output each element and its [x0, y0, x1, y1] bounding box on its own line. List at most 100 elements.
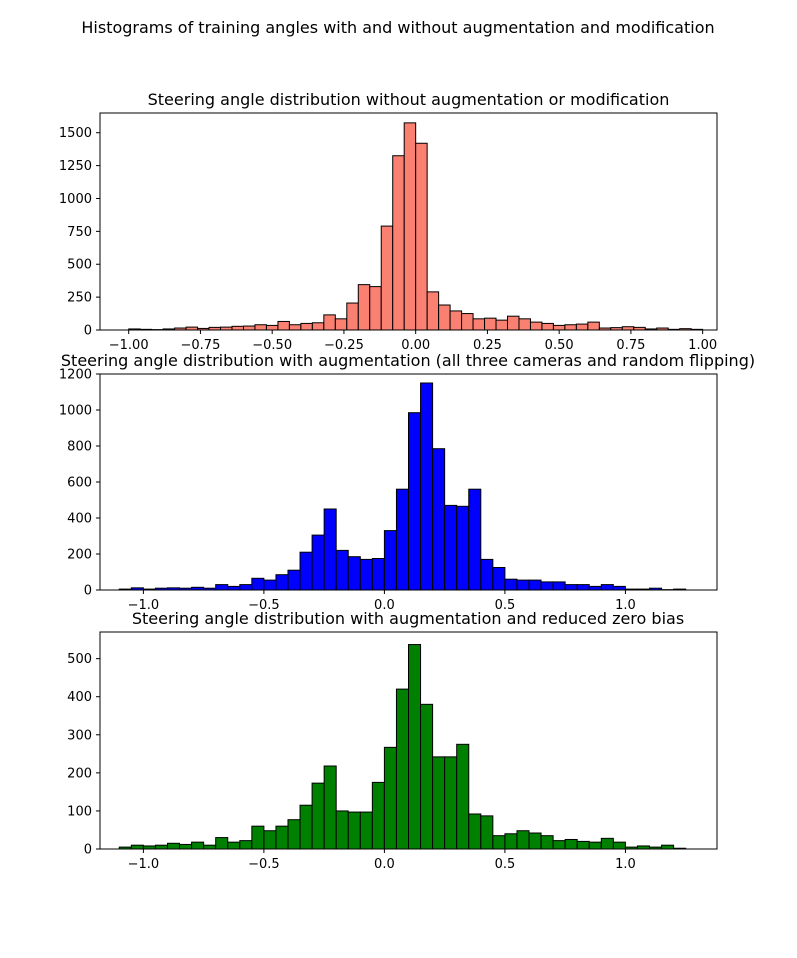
y-tick-label: 300	[67, 728, 92, 743]
histogram-bar	[335, 319, 346, 330]
histogram-bar	[240, 841, 252, 849]
histogram-bar	[240, 585, 252, 590]
histogram-bar	[565, 585, 577, 590]
histogram-bar	[360, 559, 372, 590]
histogram-bar	[404, 123, 415, 330]
y-tick-label: 1000	[59, 404, 92, 419]
histogram-bar	[496, 320, 507, 330]
histogram-bar	[662, 845, 674, 849]
histogram-bar	[519, 319, 530, 330]
histogram-bar	[529, 580, 541, 590]
histogram-bar	[396, 689, 408, 849]
histogram-bar	[505, 579, 517, 590]
histogram-bar	[542, 323, 553, 330]
histogram-bar	[216, 585, 228, 590]
histogram-bar	[301, 323, 312, 330]
histogram-bar	[409, 413, 421, 590]
histogram-bar	[336, 811, 348, 849]
histogram-bar	[347, 303, 358, 330]
histogram-bar	[541, 582, 553, 590]
panel-title: Steering angle distribution with augment…	[61, 351, 755, 370]
histogram-bar	[243, 326, 254, 330]
histogram-bar	[131, 845, 143, 849]
histogram-bar	[300, 805, 312, 849]
histogram-bar	[360, 812, 372, 849]
histogram-bar	[529, 833, 541, 849]
y-tick-label: 200	[67, 766, 92, 781]
y-tick-label: 100	[67, 804, 92, 819]
histogram-bar	[457, 744, 469, 849]
histogram-bar	[508, 316, 519, 330]
histogram-bar	[288, 570, 300, 590]
histogram-bar	[288, 820, 300, 849]
y-tick-label: 1250	[59, 159, 92, 174]
histogram-bar	[565, 839, 577, 849]
x-tick-label: 0.5	[495, 857, 516, 872]
histogram-bar	[485, 318, 496, 330]
y-tick-label: 1500	[59, 126, 92, 141]
x-tick-label: −0.5	[248, 857, 280, 872]
histogram-bar	[255, 325, 266, 330]
y-tick-label: 750	[67, 225, 92, 240]
histogram-bar	[180, 844, 192, 849]
histogram-bar	[577, 841, 589, 849]
panel-title: Steering angle distribution without augm…	[148, 90, 670, 109]
histogram-bar	[266, 325, 277, 330]
histogram-bar	[493, 836, 505, 849]
histogram-bar	[384, 747, 396, 849]
histogram-bar	[481, 816, 493, 849]
y-tick-label: 0	[84, 324, 92, 339]
histogram-bar	[216, 838, 228, 849]
histogram-bar	[384, 531, 396, 590]
histogram-bar	[450, 311, 461, 330]
histogram-bar	[324, 509, 336, 590]
histogram-bar	[276, 575, 288, 590]
x-tick-label: 1.0	[615, 857, 636, 872]
y-tick-label: 500	[67, 258, 92, 273]
histogram-bar	[473, 319, 484, 330]
histogram-bar	[469, 489, 481, 590]
histogram-bar	[312, 783, 324, 849]
histogram-bar	[577, 585, 589, 590]
histogram-bar	[276, 826, 288, 849]
y-tick-label: 0	[84, 843, 92, 858]
histogram-bar	[421, 383, 433, 590]
y-tick-label: 250	[67, 291, 92, 306]
histogram-bar	[396, 489, 408, 590]
histogram-bar	[348, 557, 360, 590]
histogram-bar	[613, 842, 625, 849]
histogram-bar	[155, 845, 167, 849]
histogram-bar	[469, 814, 481, 849]
y-tick-label: 600	[67, 476, 92, 491]
histogram-bar	[481, 559, 493, 590]
histogram-bar	[416, 143, 427, 330]
histogram-bar	[252, 826, 264, 849]
histogram-bar	[348, 812, 360, 849]
histogram-bar	[393, 156, 404, 330]
histogram-bar	[589, 842, 601, 849]
histogram-bar	[372, 782, 384, 849]
histogram-bar	[312, 535, 324, 590]
histogram-bar	[264, 580, 276, 590]
histogram-bar	[300, 552, 312, 590]
histogram-bar	[289, 325, 300, 330]
histogram-bar	[204, 845, 216, 849]
y-tick-label: 400	[67, 690, 92, 705]
histogram-bar	[372, 559, 384, 591]
histogram-bar	[553, 582, 565, 590]
histogram-bar	[505, 834, 517, 849]
histogram-bar	[232, 326, 243, 330]
x-tick-label: 0.0	[374, 857, 395, 872]
histogram-bar	[493, 568, 505, 591]
histogram-bar	[576, 324, 587, 330]
histogram-bar	[588, 322, 599, 330]
y-tick-label: 500	[67, 652, 92, 667]
histogram-bar	[358, 285, 369, 330]
histogram-bar	[192, 842, 204, 849]
histogram-bar	[433, 757, 445, 849]
histogram-bar	[601, 838, 613, 849]
x-tick-label: −1.0	[128, 857, 160, 872]
y-tick-label: 200	[67, 548, 92, 563]
